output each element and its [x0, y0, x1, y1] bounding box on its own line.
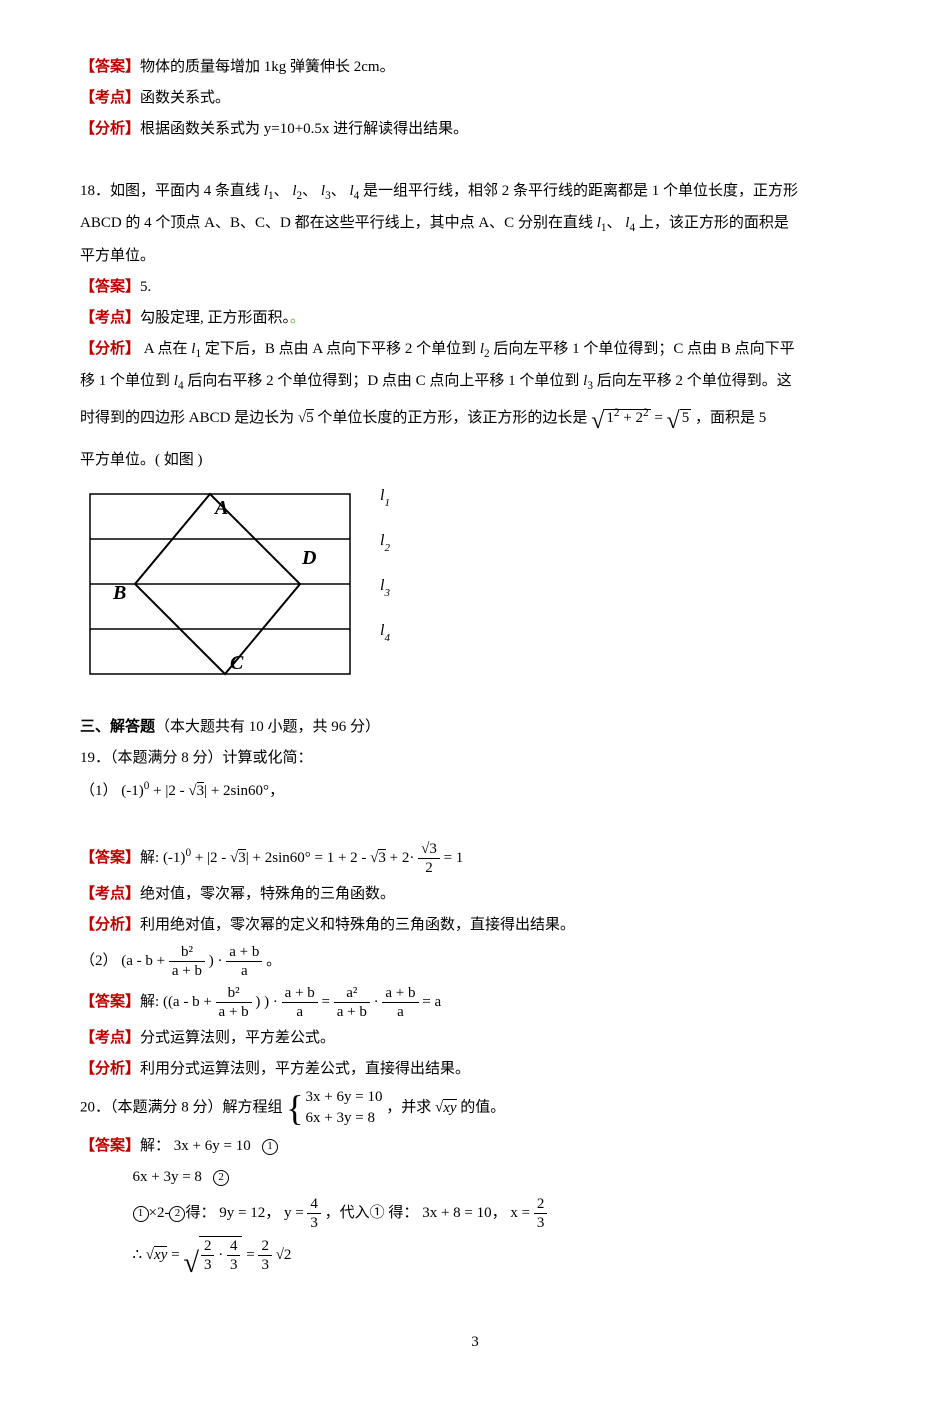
page-number: 3 [80, 1329, 870, 1356]
q20-sol-3: 1×2-2得： 9y = 12， y = 43 ，代入① 得： 3x + 8 =… [80, 1195, 870, 1232]
svg-text:l4: l4 [380, 622, 390, 644]
q19-p2-fenxi: 【分析】利用分式运算法则，平方差公式，直接得出结果。 [80, 1056, 870, 1083]
q18-stem-line1: 18．如图，平面内 4 条直线 l1、 l2、 l3、 l4 是一组平行线，相邻… [80, 178, 870, 206]
q18-stem-line2: ABCD 的 4 个顶点 A、B、C、D 都在这些平行线上，其中点 A、C 分别… [80, 210, 870, 238]
q19-p1-kaodian: 【考点】绝对值，零次幂，特殊角的三角函数。 [80, 881, 870, 908]
q18-fenxi-4: 平方单位。( 如图 ) [80, 447, 870, 474]
q18-diagram: A B C D l1 l2 l3 l4 [80, 484, 870, 694]
part3-title: 三、解答题（本大题共有 10 小题，共 96 分） [80, 714, 870, 741]
svg-text:A: A [213, 497, 228, 519]
q20-stem: 20．（本题满分 8 分）解方程组 { 3x + 6y = 10 6x + 3y… [80, 1087, 870, 1129]
svg-text:C: C [230, 652, 244, 674]
q19-p2-answer: 【答案】解: ((a - b + b²a + b ) ) · a + ba = … [80, 984, 870, 1021]
q17-kaodian: 【考点】函数关系式。 [80, 85, 870, 112]
q17-answer: 【答案】物体的质量每增加 1kg 弹簧伸长 2cm。 [80, 54, 870, 81]
q19-p1: （1） (-1)0 + |2 - √3| + 2sin60°， [80, 776, 870, 805]
svg-text:l1: l1 [380, 487, 390, 509]
q18-answer: 【答案】5. [80, 274, 870, 301]
q18-fenxi-1: 【分析】 A 点在 l1 定下后，B 点由 A 点向下平移 2 个单位到 l2 … [80, 336, 870, 364]
q20-sol-2: 6x + 3y = 8 2 [80, 1164, 870, 1191]
q19-p1-fenxi: 【分析】利用绝对值，零次幂的定义和特殊角的三角函数，直接得出结果。 [80, 912, 870, 939]
q20-sol-4: ∴ √xy = √ 23 · 43 = 23 √2 [80, 1236, 870, 1289]
q17-fenxi: 【分析】根据函数关系式为 y=10+0.5x 进行解读得出结果。 [80, 116, 870, 143]
svg-text:B: B [112, 582, 126, 604]
q18-fenxi-3: 时得到的四边形 ABCD 是边长为 √5 个单位长度的正方形，该正方形的边长是 … [80, 400, 870, 443]
q18-fenxi-2: 移 1 个单位到 l4 后向右平移 2 个单位得到；D 点由 C 点向上平移 1… [80, 368, 870, 396]
q18-stem-line3: 平方单位。 [80, 243, 870, 270]
q19-stem: 19．（本题满分 8 分）计算或化简： [80, 745, 870, 772]
q19-p1-answer: 【答案】解: (-1)0 + |2 - √3| + 2sin60° = 1 + … [80, 840, 870, 877]
q18-kaodian: 【考点】勾股定理, 正方形面积。。 [80, 305, 870, 332]
svg-text:l3: l3 [380, 577, 390, 599]
svg-text:l2: l2 [380, 532, 390, 554]
q19-p2-kaodian: 【考点】分式运算法则，平方差公式。 [80, 1025, 870, 1052]
svg-text:D: D [301, 547, 316, 569]
q19-p2: （2） (a - b + b²a + b ) · a + ba 。 [80, 943, 870, 980]
q20-sol-1: 【答案】解： 3x + 6y = 10 1 [80, 1133, 870, 1160]
